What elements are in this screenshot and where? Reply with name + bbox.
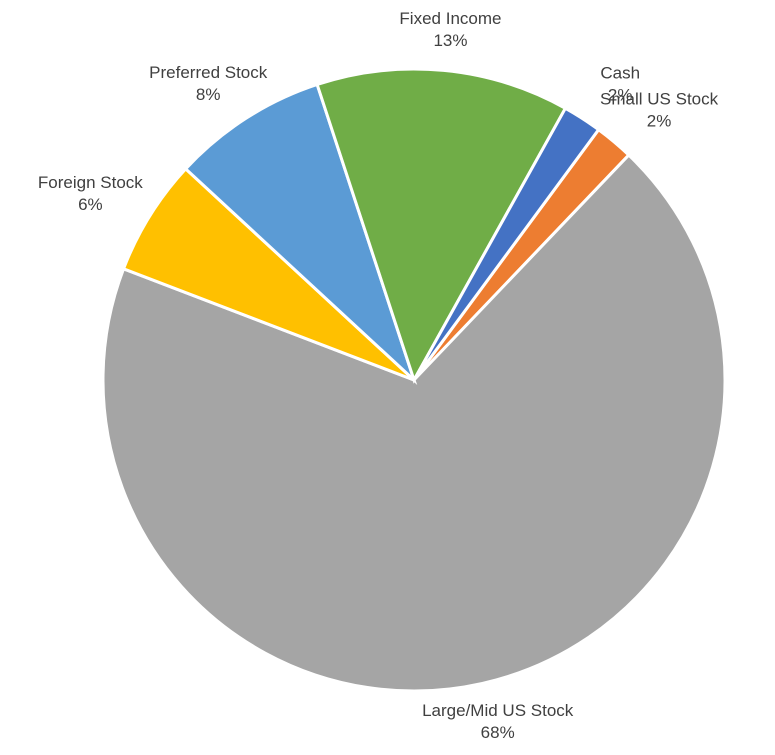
slice-label: Fixed Income — [399, 9, 501, 28]
slice-value-label: 68% — [481, 723, 515, 742]
slice-value-label: 2% — [647, 112, 672, 131]
slice-value-label: 6% — [78, 195, 103, 214]
slice-label: Small US Stock — [600, 90, 719, 109]
slice-label: Cash — [600, 63, 640, 82]
pie-slice — [183, 82, 418, 386]
slice-value-label: 13% — [433, 31, 467, 50]
pie-slice — [412, 106, 601, 381]
pie-slice — [121, 166, 416, 382]
slice-label: Foreign Stock — [38, 173, 143, 192]
slice-label: Large/Mid US Stock — [422, 701, 574, 720]
pie-slice — [101, 152, 727, 693]
slice-value-label: 2% — [608, 85, 633, 104]
pie-slice — [315, 67, 568, 384]
slice-label: Preferred Stock — [149, 63, 268, 82]
slice-value-label: 8% — [196, 85, 221, 104]
